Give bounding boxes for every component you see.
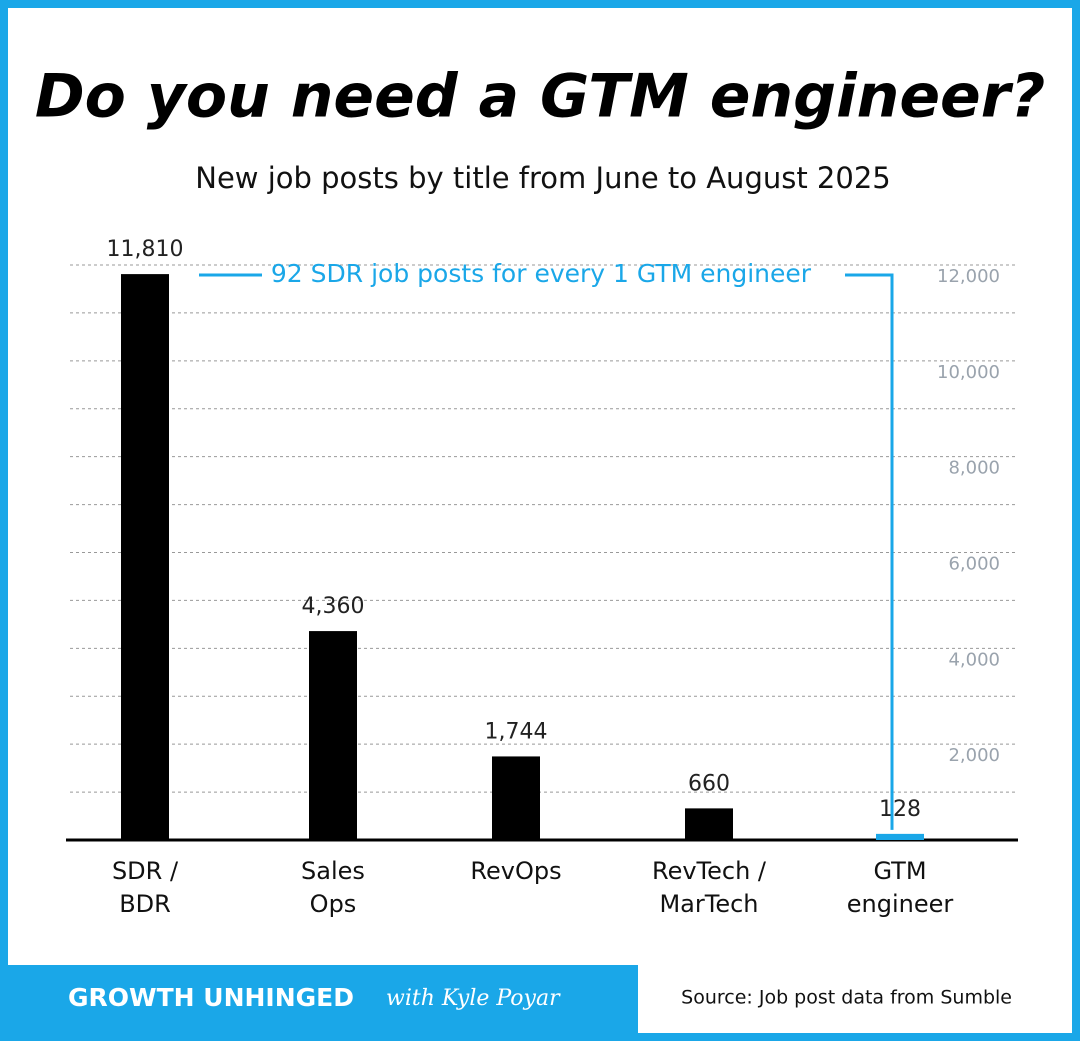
x-tick-label: GTM — [873, 857, 926, 885]
chart-subtitle: New job posts by title from June to Augu… — [195, 161, 890, 195]
x-tick-label: RevOps — [470, 857, 561, 885]
annotation: 92 SDR job posts for every 1 GTM enginee… — [271, 259, 812, 288]
bar — [309, 631, 357, 840]
x-tick-label: SDR / — [112, 857, 179, 885]
value-label: 11,810 — [107, 237, 184, 262]
y-tick-label: 4,000 — [948, 649, 1000, 670]
bar — [492, 756, 540, 840]
x-tick-label: engineer — [847, 890, 954, 918]
bar — [685, 808, 733, 840]
footer-brand: GROWTH UNHINGED — [68, 983, 354, 1012]
y-tick-label: 12,000 — [937, 266, 1000, 287]
bar — [121, 274, 169, 841]
value-label: 660 — [688, 771, 730, 796]
y-tick-label: 6,000 — [948, 554, 1000, 575]
x-tick-label: MarTech — [659, 890, 758, 918]
value-label: 4,360 — [302, 594, 365, 619]
x-tick-label: RevTech / — [652, 857, 767, 885]
annotation-connector — [845, 273, 894, 830]
x-tick-label: Sales — [301, 857, 365, 885]
x-tick-label: BDR — [119, 890, 171, 918]
y-tick-label: 2,000 — [948, 745, 1000, 766]
footer-band — [8, 965, 638, 1033]
y-tick-label: 8,000 — [948, 458, 1000, 479]
value-label: 128 — [879, 797, 921, 822]
bar — [876, 833, 924, 840]
x-tick-label: Ops — [310, 890, 357, 918]
footer-byline: with Kyle Poyar — [386, 986, 561, 1011]
value-label: 1,744 — [485, 719, 548, 744]
chart-title: Do you need a GTM engineer? — [35, 62, 1045, 132]
y-tick-label: 10,000 — [937, 362, 1000, 383]
footer-source: Source: Job post data from Sumble — [681, 987, 1012, 1009]
